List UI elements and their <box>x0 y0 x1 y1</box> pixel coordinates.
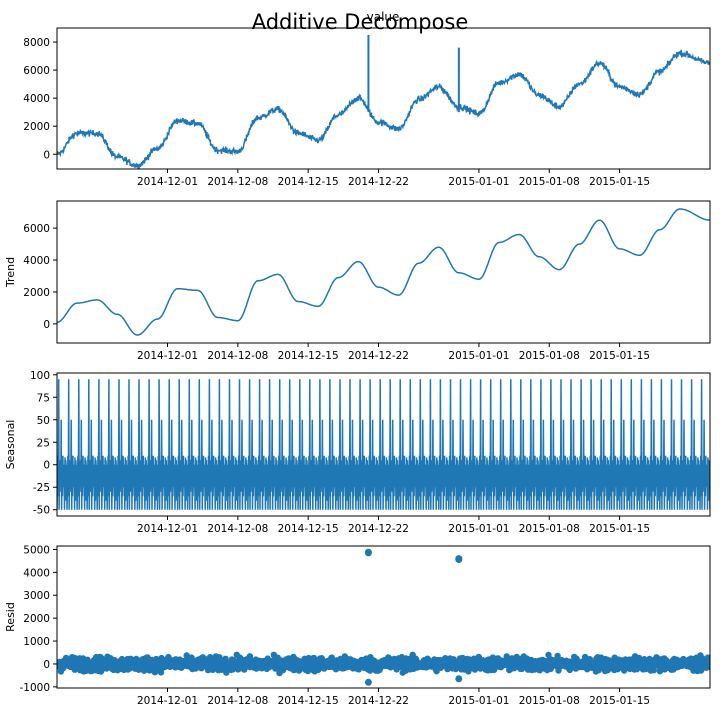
resid-ytick-label: 2000 <box>23 613 50 625</box>
resid-ytick-label: 3000 <box>23 590 50 602</box>
resid-xtick-label: 2014-12-08 <box>207 695 268 707</box>
observed-xtick-label: 2015-01-08 <box>519 176 580 188</box>
trend-ytick-label: 0 <box>43 319 50 331</box>
observed-xtick-label: 2014-12-22 <box>348 176 409 188</box>
trend-xtick-label: 2014-12-01 <box>137 350 198 362</box>
seasonal-ytick-label: 100 <box>30 370 50 382</box>
resid-point <box>151 669 159 676</box>
seasonal-xtick-label: 2015-01-08 <box>519 523 580 535</box>
trend-xtick-label: 2015-01-08 <box>519 350 580 362</box>
resid-xtick-label: 2014-12-15 <box>278 695 339 707</box>
trend-xtick-label: 2014-12-15 <box>278 350 339 362</box>
observed-ytick-label: 4000 <box>23 93 50 105</box>
seasonal-ytick-label: 75 <box>37 392 50 404</box>
seasonal-xtick-label: 2014-12-08 <box>207 523 268 535</box>
panel-resid: -1000 0 1000 2000 3000 4000 5000 2014-12-01 2014… <box>4 544 711 707</box>
seasonal-ytick-label: 25 <box>37 437 50 449</box>
trend-xtick-label: 2015-01-01 <box>448 350 509 362</box>
observed-ytick-label: 8000 <box>23 37 50 49</box>
observed-xtick-label: 2015-01-01 <box>448 176 509 188</box>
resid-ytick-label: 4000 <box>23 567 50 579</box>
observed-plot-area <box>57 35 710 169</box>
resid-ylabel: Resid <box>4 602 17 632</box>
trend-xtick-label: 2015-01-15 <box>589 350 650 362</box>
resid-xtick-label: 2014-12-01 <box>137 695 198 707</box>
seasonal-xtick-label: 2014-12-01 <box>137 523 198 535</box>
observed-ytick-label: 2000 <box>23 121 50 133</box>
seasonal-axes-frame <box>56 372 711 517</box>
resid-ytick-label: 0 <box>43 659 50 671</box>
observed-ytick-label: 6000 <box>23 65 50 77</box>
trend-ytick-label: 4000 <box>23 255 50 267</box>
panel-observed: 0 2000 4000 6000 8000 2014-12-01 2014-12-08 201… <box>23 27 711 188</box>
resid-xtick-label: 2015-01-15 <box>589 695 650 707</box>
figure-title: Additive Decompose <box>251 10 469 34</box>
resid-point <box>223 669 230 676</box>
resid-point <box>328 654 335 661</box>
seasonal-xtick-label: 2014-12-22 <box>348 523 409 535</box>
seasonal-series-line <box>57 379 710 510</box>
observed-xtick-label: 2014-12-15 <box>278 176 339 188</box>
resid-ytick-label: 5000 <box>23 544 50 556</box>
resid-outlier-4 <box>364 678 372 686</box>
seasonal-xtick-label: 2015-01-15 <box>589 523 650 535</box>
trend-plot-area <box>57 208 710 336</box>
observed-title: value <box>366 10 400 24</box>
resid-xtick-label: 2014-12-22 <box>348 695 409 707</box>
seasonal-xtick-label: 2014-12-15 <box>278 523 339 535</box>
resid-outlier-5 <box>455 675 463 683</box>
resid-ytick-label: 1000 <box>23 636 50 648</box>
resid-xtick-label: 2015-01-01 <box>448 695 509 707</box>
observed-series-line <box>57 49 710 169</box>
panel-trend: 0 2000 4000 6000 2014-12-01 2014-12-08 2014-12… <box>4 200 711 362</box>
resid-xtick-label: 2015-01-08 <box>519 695 580 707</box>
seasonal-ytick-label: 0 <box>43 460 50 472</box>
resid-point <box>650 667 657 674</box>
resid-point <box>140 667 148 674</box>
seasonal-plot-area <box>57 379 710 510</box>
trend-ytick-label: 2000 <box>23 287 50 299</box>
observed-xtick-label: 2014-12-01 <box>137 176 198 188</box>
seasonal-ytick-label: 50 <box>37 415 50 427</box>
resid-outlier-1 <box>364 548 372 556</box>
trend-xtick-label: 2014-12-08 <box>207 350 268 362</box>
resid-outlier-3 <box>455 555 463 563</box>
resid-point <box>706 658 710 665</box>
resid-ytick-label: -1000 <box>19 682 50 694</box>
resid-point <box>355 666 362 673</box>
observed-ytick-label: 0 <box>43 149 50 161</box>
trend-xtick-label: 2014-12-22 <box>348 350 409 362</box>
resid-point <box>705 663 710 670</box>
seasonal-ytick-label: -25 <box>33 482 50 494</box>
panel-seasonal: -50 -25 0 25 50 75 100 2014-12-01 2014-12-08 2014… <box>4 370 711 535</box>
resid-point <box>554 652 561 660</box>
observed-xtick-label: 2014-12-08 <box>207 176 268 188</box>
trend-ylabel: Trend <box>4 257 17 288</box>
trend-axes-frame <box>56 200 711 344</box>
resid-plot-area <box>57 548 710 686</box>
seasonal-ytick-label: -50 <box>33 505 50 517</box>
seasonal-xtick-label: 2015-01-01 <box>448 523 509 535</box>
trend-ytick-label: 6000 <box>23 223 50 235</box>
resid-axes-frame <box>56 545 711 689</box>
observed-xtick-label: 2015-01-15 <box>589 176 650 188</box>
trend-series-line <box>57 208 710 336</box>
seasonal-ylabel: Seasonal <box>4 420 17 470</box>
